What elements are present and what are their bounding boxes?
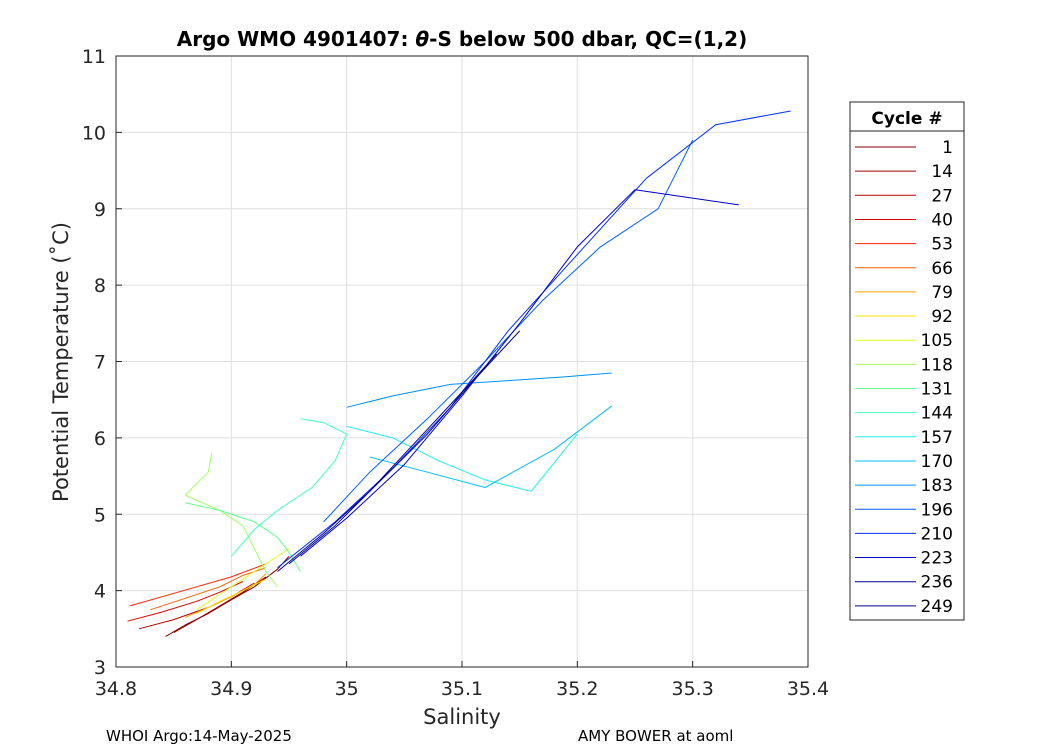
legend-label: 66	[931, 259, 953, 279]
y-axis-label: Potential Temperature (˚C)	[49, 222, 73, 502]
y-tick-label: 10	[82, 122, 106, 144]
x-tick-label: 34.8	[95, 678, 137, 700]
y-tick-label: 8	[94, 275, 106, 297]
legend-label: 223	[921, 549, 953, 569]
series-line-cycle-236	[288, 330, 521, 565]
x-axis-ticks: 34.8 34.9 35 35.1 35.2 35.3 35.4	[95, 661, 829, 700]
y-tick-label: 4	[94, 581, 106, 603]
legend-label: 249	[921, 597, 953, 617]
legend-label: 144	[921, 404, 953, 424]
x-tick-label: 35.2	[556, 678, 598, 700]
series-line-cycle-131	[185, 502, 301, 572]
legend-title: Cycle #	[871, 109, 942, 129]
series-line-cycle-157	[346, 425, 578, 492]
legend-label: 131	[921, 380, 953, 400]
footer-left: WHOI Argo:14-May-2025	[106, 727, 292, 745]
x-tick-label: 35	[335, 678, 359, 700]
series-line-cycle-66	[150, 567, 267, 611]
x-axis-label: Salinity	[423, 705, 501, 729]
series-line-cycle-1	[165, 555, 290, 637]
x-tick-label: 35.1	[441, 678, 483, 700]
series-line-cycle-79	[185, 573, 267, 618]
y-tick-label: 7	[94, 352, 106, 374]
series-line-cycle-92	[196, 578, 267, 614]
legend-label: 79	[931, 283, 953, 303]
series-line-cycle-40	[127, 581, 244, 622]
x-tick-label: 35.3	[672, 678, 714, 700]
legend-label: 183	[921, 476, 953, 496]
y-axis-ticks: 3 4 5 6 7 8 9 10 11	[82, 46, 122, 679]
legend-label: 157	[921, 428, 953, 448]
data-series	[127, 110, 791, 637]
legend-label: 1	[942, 138, 953, 158]
series-line-cycle-183	[346, 372, 612, 408]
legend: Cycle # 1 14 27 40 53 66 79 92 105 118 131 144 157 17…	[849, 101, 965, 621]
x-tick-label: 34.9	[210, 678, 252, 700]
legend-label: 210	[921, 524, 953, 544]
y-tick-label: 11	[82, 46, 106, 68]
legend-label: 92	[931, 307, 953, 327]
legend-label: 40	[931, 210, 953, 230]
series-line-cycle-105	[196, 548, 290, 611]
series-line-cycle-144	[230, 418, 348, 557]
legend-label: 105	[921, 331, 953, 351]
series-line-cycle-170	[369, 405, 613, 488]
y-tick-label: 6	[94, 428, 106, 450]
legend-label: 170	[921, 452, 953, 472]
legend-label: 236	[921, 573, 953, 593]
legend-label: 196	[921, 500, 953, 520]
y-tick-label: 3	[94, 657, 106, 679]
x-tick-label: 35.4	[787, 678, 829, 700]
y-tick-label: 5	[94, 504, 106, 526]
legend-label: 14	[931, 162, 953, 182]
legend-label: 53	[931, 235, 953, 255]
chart-title: Argo WMO 4901407: θ-S below 500 dbar, QC…	[177, 27, 747, 51]
legend-label: 27	[931, 186, 953, 206]
series-line-cycle-210	[277, 110, 791, 569]
series-line-cycle-249	[277, 353, 497, 572]
legend-label: 118	[921, 355, 953, 375]
footer-right: AMY BOWER at aoml	[578, 727, 733, 745]
y-tick-label: 9	[94, 199, 106, 221]
series-line-cycle-53	[129, 563, 267, 607]
